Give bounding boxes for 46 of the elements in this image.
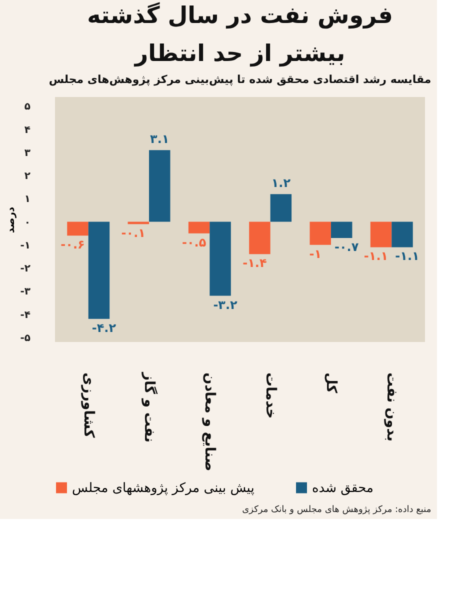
y-tick-label: -۵: [20, 332, 30, 344]
chart-title: فروش نفت در سال گذشته بیشتر از حد انتظار: [87, 2, 393, 67]
y-tick-label: ۳: [24, 148, 30, 159]
data-label: -۰.۷: [334, 240, 360, 254]
bar: [370, 222, 392, 248]
data-label: -۰.۱: [121, 226, 146, 240]
bar: [210, 222, 231, 296]
y-tick-label: ۱: [24, 194, 30, 206]
y-tick-label: ۴: [24, 124, 30, 136]
x-tick-label: خدمات: [262, 372, 278, 419]
bar: [249, 222, 270, 254]
x-tick-label: کشاورزی: [80, 372, 96, 439]
data-label: ۱.۲: [271, 176, 292, 190]
bar: [392, 222, 413, 248]
bar: [149, 150, 170, 222]
bar: [88, 222, 110, 319]
legend-label: پیش بینی مرکز پژوهشهای مجلس: [72, 480, 255, 496]
x-tick-label: کل: [322, 372, 339, 394]
data-label: -۳.۲: [213, 298, 238, 312]
bar: [188, 222, 210, 234]
bar: [67, 222, 88, 236]
data-label: -۰.۵: [182, 235, 206, 250]
data-label: -۰.۶: [60, 238, 85, 252]
y-tick-label: -۴: [20, 310, 30, 321]
y-tick-label: ۰: [24, 217, 30, 228]
y-tick-label: ۲: [24, 171, 30, 182]
data-label: -۱.۴: [242, 256, 267, 270]
bar: [310, 222, 331, 245]
text: منبع داده: مرکز پژوهش های مجلس و بانک مرکزی: [242, 505, 432, 515]
x-tick-label: بدون نفت: [384, 372, 400, 442]
data-label: -۱: [309, 246, 322, 261]
bar: [330, 222, 352, 238]
y-tick-label: -۳: [20, 286, 30, 298]
y-tick-label: -۲: [20, 264, 30, 275]
x-tick-label: صنایع و معادن: [202, 372, 218, 472]
data-label: -۱.۱: [364, 249, 388, 264]
legend-label: محقق شده: [312, 480, 374, 496]
y-tick-label: ۵: [24, 102, 30, 113]
data-label: -۱.۱: [395, 249, 420, 264]
bar: [270, 194, 292, 222]
data-label: -۴.۲: [92, 320, 117, 335]
x-tick-label: نفت و گاز: [141, 372, 158, 443]
data-label: ۳.۱: [150, 132, 170, 146]
y-tick-label: -۱: [20, 240, 30, 252]
chart-subtitle: مقایسه رشد اقتصادی محقق شده تا پیش‌بینی مرکز پژوهش‌های مجلس: [48, 73, 432, 86]
y-axis-title: درصد: [6, 206, 18, 234]
